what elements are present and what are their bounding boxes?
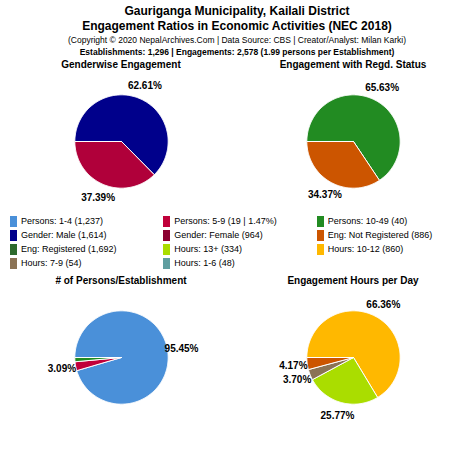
svg-text:95.45%: 95.45% <box>165 343 199 354</box>
html-text:Hours: 1-6 (48): Hours: 1-6 (48) <box>174 258 235 268</box>
svg-text:65.63%: 65.63% <box>365 82 399 93</box>
html-text:Gender: Female (964): Gender: Female (964) <box>174 230 263 240</box>
svg-text:25.77%: 25.77% <box>321 410 355 421</box>
svg-text:4.17%: 4.17% <box>279 360 307 371</box>
svg-text:34.37%: 34.37% <box>308 189 342 200</box>
html-text:Engagement with Regd. Status: Engagement with Regd. Status <box>279 59 427 70</box>
html-text:Establishments: 1,296 | Engage: Establishments: 1,296 | Engagements: 2,5… <box>79 47 395 57</box>
svg-text:37.39%: 37.39% <box>81 192 115 203</box>
html-text:(Copyright © 2020 NepalArchive: (Copyright © 2020 NepalArchives.Com | Da… <box>68 35 406 45</box>
html-text:Eng: Not Registered (886): Eng: Not Registered (886) <box>327 230 433 240</box>
svg-text:66.36%: 66.36% <box>366 299 400 310</box>
svg-text:62.61%: 62.61% <box>128 80 162 91</box>
html-text:Hours: 10-12 (860): Hours: 10-12 (860) <box>327 244 404 254</box>
svg-text:3.09%: 3.09% <box>48 363 76 374</box>
html-text:Hours: 7-9 (54): Hours: 7-9 (54) <box>21 258 82 268</box>
html-text:Eng: Registered (1,692): Eng: Registered (1,692) <box>21 244 117 254</box>
html-text:Persons: 1-4 (1,237): Persons: 1-4 (1,237) <box>21 216 103 226</box>
html-text:Engagement Ratios in Economic: Engagement Ratios in Economic Activities… <box>82 19 392 33</box>
html-text:Genderwise Engagement: Genderwise Engagement <box>61 59 181 70</box>
html-text:# of Persons/Establishment: # of Persons/Establishment <box>55 275 187 286</box>
html-text:Gauriganga Municipality, Kaila: Gauriganga Municipality, Kailali Distric… <box>124 4 350 18</box>
html-text:Persons: 10-49 (40): Persons: 10-49 (40) <box>327 216 408 226</box>
html-text:Persons: 5-9 (19 | 1.47%): Persons: 5-9 (19 | 1.47%) <box>174 216 277 226</box>
html-text:Engagement Hours per Day: Engagement Hours per Day <box>287 275 419 286</box>
html-text:Gender: Male (1,614): Gender: Male (1,614) <box>21 230 107 240</box>
html-text:Hours: 13+ (334): Hours: 13+ (334) <box>174 244 243 254</box>
svg-text:3.70%: 3.70% <box>283 374 311 385</box>
